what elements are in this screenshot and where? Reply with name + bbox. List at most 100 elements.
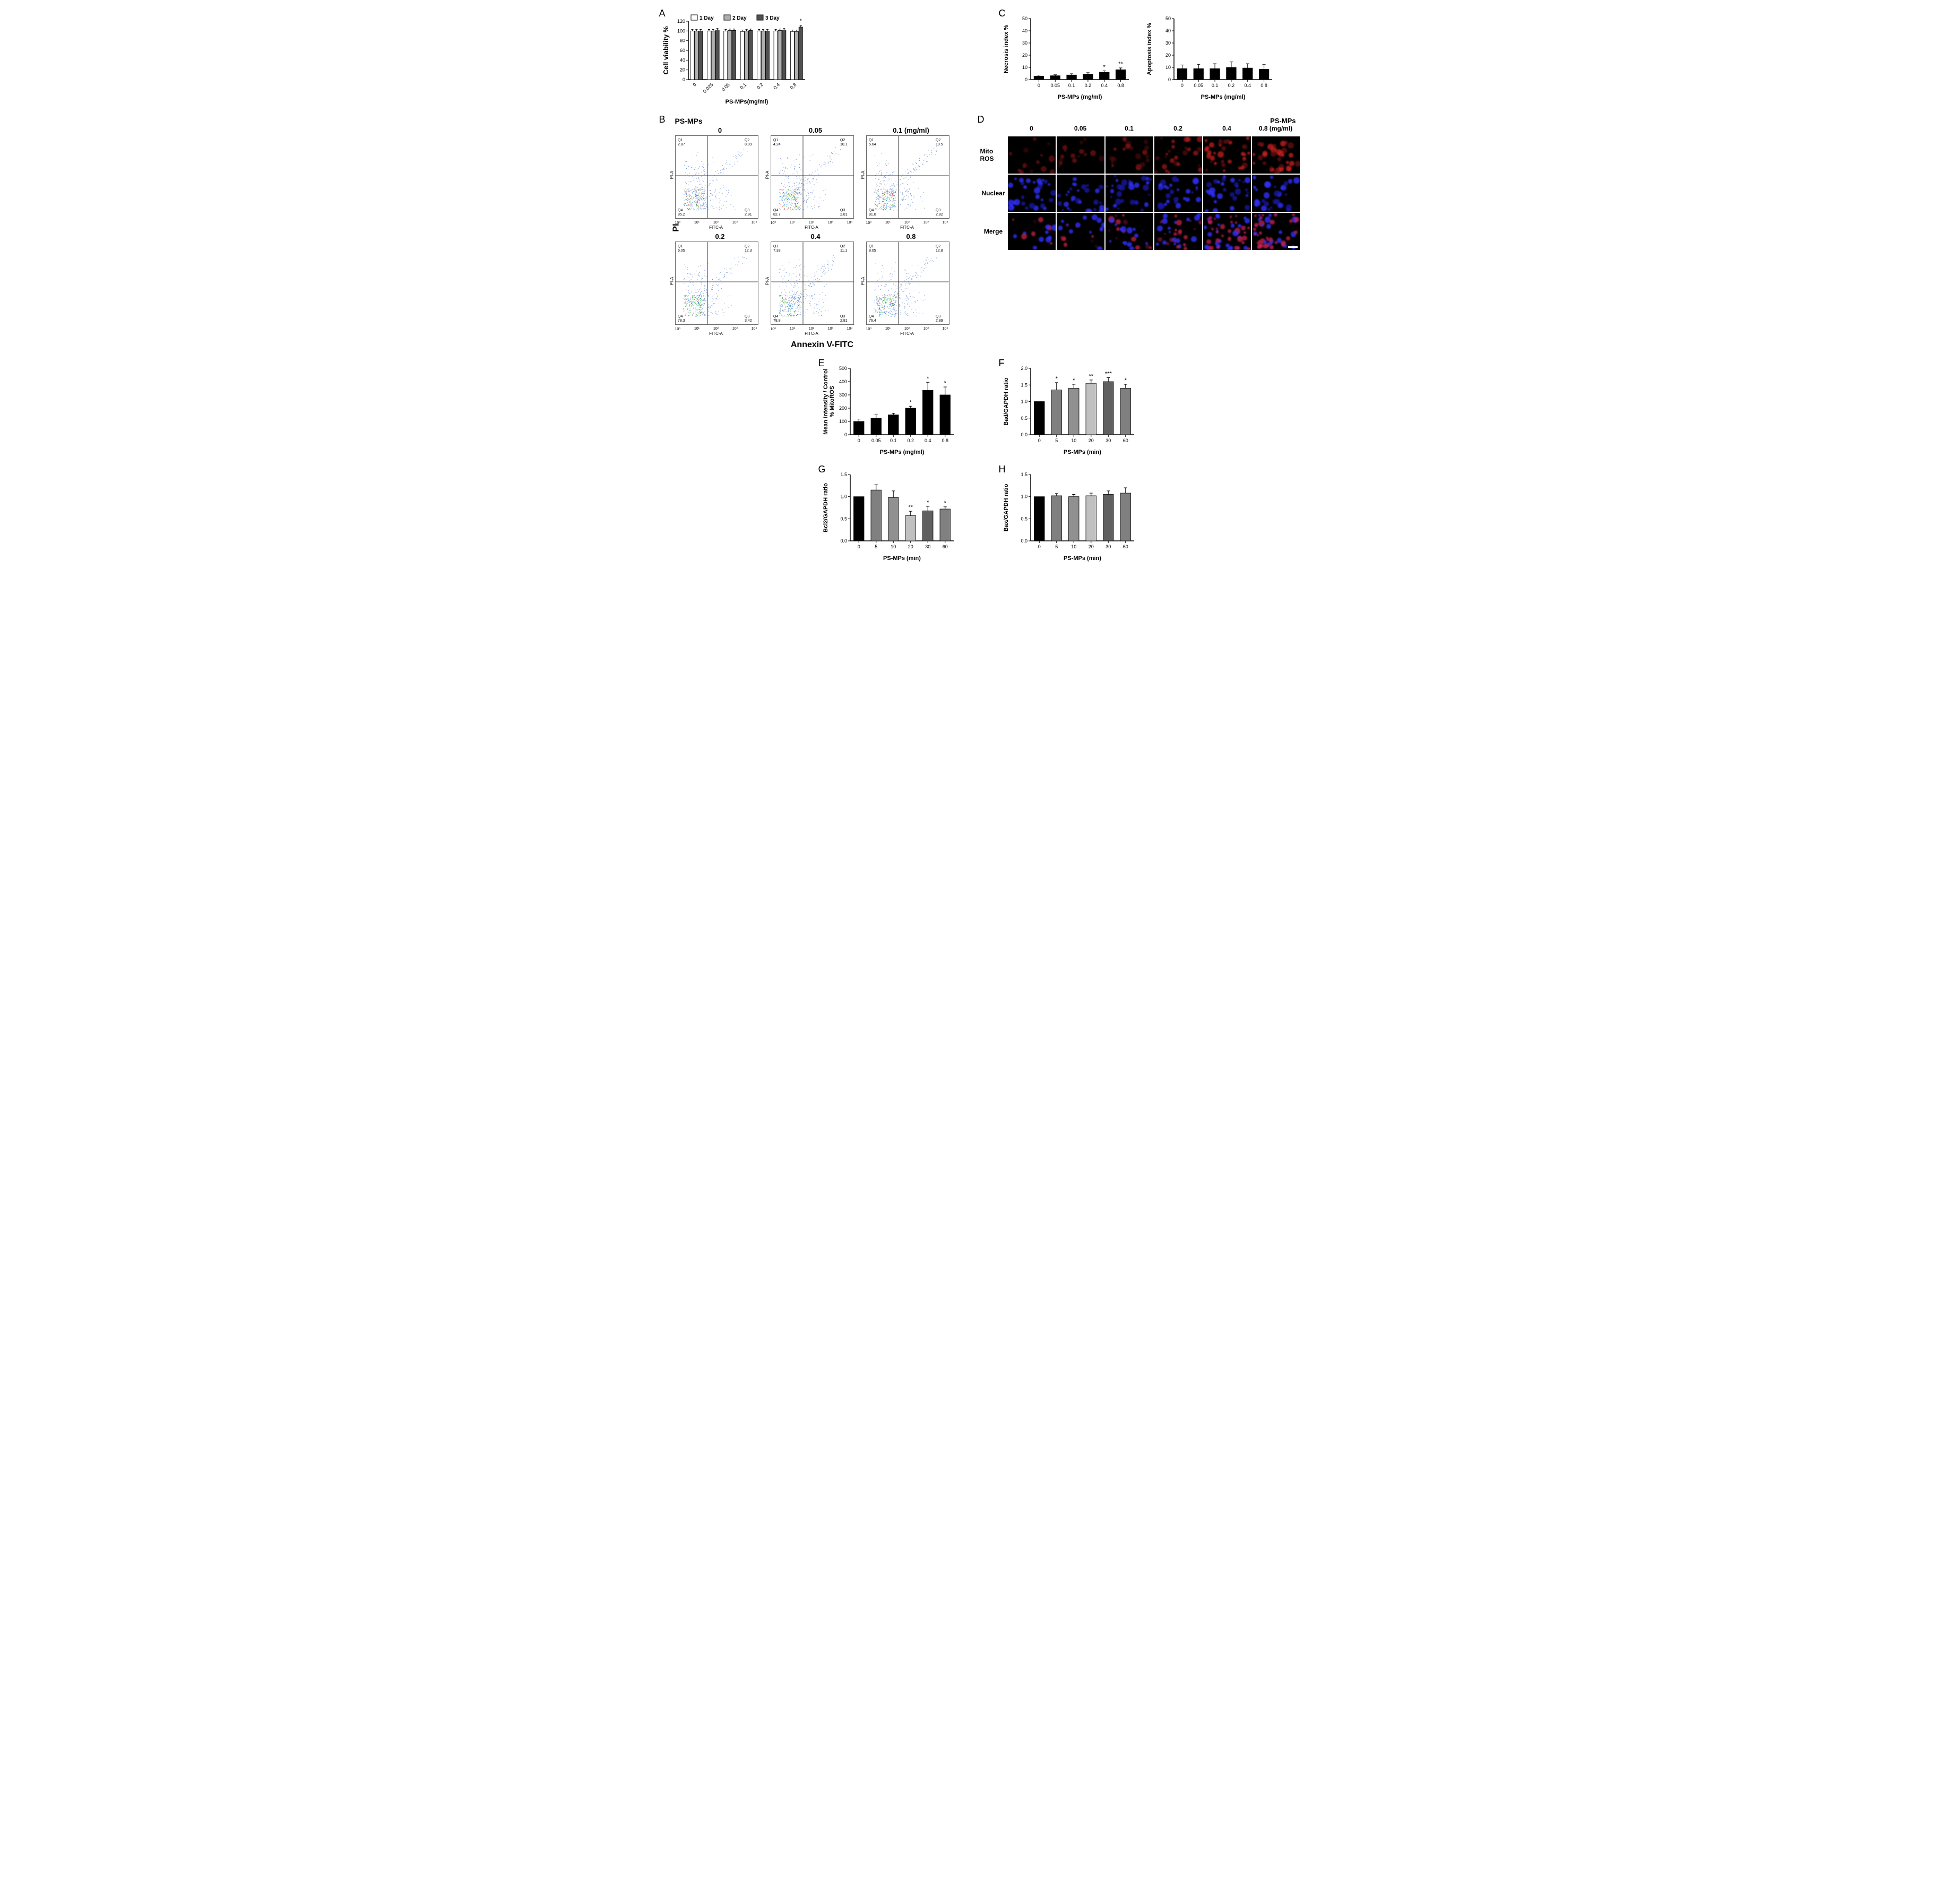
bar bbox=[765, 31, 769, 80]
bar bbox=[740, 31, 744, 80]
bar bbox=[732, 30, 736, 80]
xtick: 20 bbox=[908, 544, 913, 549]
flow-plot-wrapper: 0.1 (mg/ml)Q15.64Q210.5Q32.82Q481.010⁰10… bbox=[866, 126, 956, 230]
legend-label: 2 Day bbox=[732, 15, 747, 21]
q4-val: 85.2 bbox=[678, 213, 685, 217]
bar bbox=[1066, 75, 1076, 80]
flow-plot: Q12.87Q28.09Q32.81Q485.210⁰10¹10²10³10⁴F… bbox=[675, 135, 757, 230]
xtick: 0 bbox=[1038, 438, 1040, 443]
fluor-col-label: 0.2 bbox=[1154, 125, 1202, 135]
ytick: 1.5 bbox=[840, 472, 847, 477]
ytick: 200 bbox=[839, 406, 847, 411]
sig-mark: * bbox=[927, 375, 929, 382]
bar bbox=[1210, 68, 1220, 80]
bar bbox=[1099, 72, 1109, 80]
sig-mark: * bbox=[799, 18, 802, 24]
ytick: 40 bbox=[1165, 28, 1170, 33]
bar bbox=[707, 31, 711, 80]
q1-label: Q1 bbox=[773, 139, 778, 142]
ytick: 0.0 bbox=[1021, 538, 1028, 544]
bar bbox=[1086, 383, 1096, 435]
bar bbox=[1226, 67, 1236, 80]
panel-e: E 0100200300400500Mean Intensity / Contr… bbox=[821, 360, 959, 456]
xtick: 0.05 bbox=[1050, 83, 1060, 88]
q4-label: Q4 bbox=[773, 209, 778, 212]
bar bbox=[905, 408, 916, 435]
bar bbox=[905, 516, 916, 541]
sig-mark: * bbox=[909, 399, 912, 406]
fluor-col-label: 0.8 (mg/ml) bbox=[1252, 125, 1300, 135]
bar bbox=[1103, 382, 1113, 435]
bar bbox=[853, 421, 864, 435]
q2-label: Q2 bbox=[840, 139, 845, 142]
fluor-image-cell bbox=[1057, 175, 1104, 212]
xtick: 10 bbox=[1071, 438, 1076, 443]
ytick: 300 bbox=[839, 392, 847, 398]
xtick: 0.4 bbox=[924, 438, 931, 443]
bar bbox=[799, 27, 802, 80]
xtick: 0.2 bbox=[755, 82, 764, 90]
ytick: 0 bbox=[1168, 77, 1170, 82]
xtick: 0.4 bbox=[1244, 83, 1251, 88]
bar bbox=[1051, 496, 1062, 541]
fluor-image-cell bbox=[1008, 213, 1056, 250]
bar bbox=[940, 395, 951, 435]
bar bbox=[761, 31, 765, 80]
q1-val: 8.05 bbox=[869, 249, 876, 253]
q3-val: 2.81 bbox=[840, 213, 848, 217]
bar bbox=[748, 30, 752, 80]
panel-f: F 0.00.51.01.52.0Bad/GAPDH ratio0*5*10**… bbox=[1001, 360, 1139, 456]
xtick: 60 bbox=[942, 544, 947, 549]
flow-plot-title: 0.1 (mg/ml) bbox=[866, 126, 956, 134]
bar bbox=[1068, 497, 1079, 541]
bar bbox=[782, 30, 785, 80]
bar bbox=[723, 31, 727, 80]
bar bbox=[888, 497, 899, 541]
q3-val: 2.81 bbox=[745, 213, 752, 217]
bar bbox=[1034, 402, 1044, 435]
q1-val: 4.24 bbox=[773, 143, 781, 146]
fluor-row-label: Merge bbox=[980, 213, 1007, 250]
bar bbox=[922, 511, 933, 541]
q3-val: 2.89 bbox=[936, 319, 943, 323]
xtick: 0.1 bbox=[739, 82, 747, 90]
bar bbox=[1116, 70, 1126, 80]
xtick: 60 bbox=[1123, 544, 1128, 549]
fluor-row-label: Nuclear bbox=[980, 175, 1007, 212]
legend-swatch bbox=[724, 15, 730, 20]
sig-mark: ** bbox=[908, 504, 913, 511]
q3-label: Q3 bbox=[936, 209, 940, 212]
legend-swatch bbox=[691, 15, 697, 20]
panel-c-label: C bbox=[999, 8, 1006, 19]
bar bbox=[1194, 68, 1204, 80]
pi-axis-label: PI bbox=[671, 223, 681, 231]
panel-a-label: A bbox=[659, 8, 666, 19]
xtick: 5 bbox=[875, 544, 877, 549]
bar bbox=[1177, 68, 1187, 80]
q4-label: Q4 bbox=[678, 209, 683, 212]
ytick: 0 bbox=[1024, 77, 1027, 82]
q2-label: Q2 bbox=[745, 245, 749, 248]
fluor-col-label: 0 bbox=[1008, 125, 1056, 135]
xtick: 0.8 bbox=[1117, 83, 1124, 88]
xtick: 0.2 bbox=[1228, 83, 1234, 88]
panel-b-header: PS-MPs bbox=[675, 117, 970, 125]
flow-plot-title: 0.8 bbox=[866, 232, 956, 240]
bar bbox=[790, 31, 794, 80]
chart-g-svg: 0.00.51.01.5Bcl2/GAPDH ratio0510**20*30*… bbox=[821, 467, 959, 562]
flow-plot-wrapper: 0Q12.87Q28.09Q32.81Q485.210⁰10¹10²10³10⁴… bbox=[675, 126, 765, 230]
q2-label: Q2 bbox=[840, 245, 845, 248]
fluor-col-label: 0.1 bbox=[1106, 125, 1153, 135]
bar bbox=[745, 31, 748, 80]
q2-label: Q2 bbox=[745, 139, 749, 142]
x-axis-label: PS-MPs(mg/ml) bbox=[725, 99, 768, 105]
flow-plot-wrapper: 0.05Q14.24Q210.1Q32.81Q482.710⁰10¹10²10³… bbox=[771, 126, 861, 230]
x-axis-label: PS-MPs (min) bbox=[883, 555, 921, 562]
xtick: 30 bbox=[1106, 438, 1111, 443]
xtick: 0.1 bbox=[890, 438, 896, 443]
q4-val: 76.4 bbox=[869, 319, 876, 323]
q1-label: Q1 bbox=[773, 245, 778, 248]
flow-plot-title: 0.05 bbox=[771, 126, 861, 134]
bar bbox=[1050, 76, 1060, 80]
bar bbox=[1103, 495, 1113, 541]
